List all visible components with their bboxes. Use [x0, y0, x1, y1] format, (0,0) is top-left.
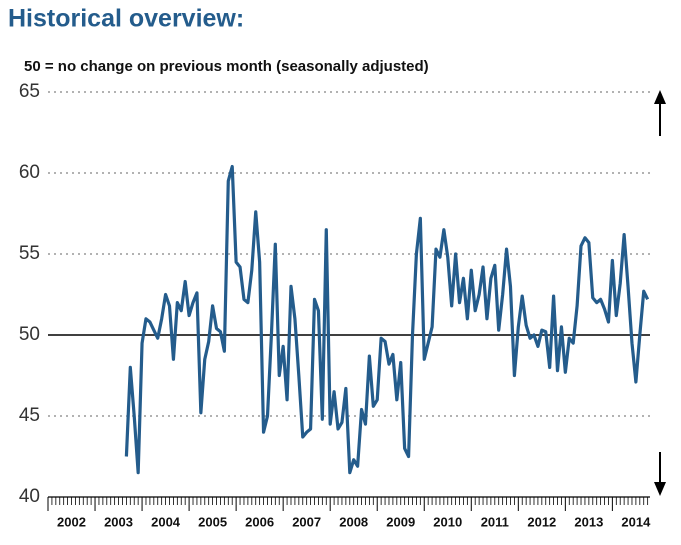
x-tick-label: 2005: [198, 514, 227, 529]
y-tick-label: 65: [19, 81, 40, 102]
data-line: [124, 164, 650, 475]
y-tick-label: 40: [19, 486, 40, 507]
x-tick-label: 2002: [57, 514, 86, 529]
y-tick-label: 50: [19, 324, 40, 345]
y-tick-label: 60: [19, 162, 40, 183]
x-tick-label: 2009: [386, 514, 415, 529]
down-arrow: [654, 452, 666, 496]
x-tick-label: 2010: [433, 514, 462, 529]
y-tick-label: 55: [19, 243, 40, 264]
x-tick-label: 2012: [527, 514, 556, 529]
x-tick-label: 2003: [104, 514, 133, 529]
x-tick-label: 2011: [481, 514, 509, 529]
x-tick-label: 2014: [621, 514, 651, 529]
y-tick-label: 45: [19, 405, 40, 426]
x-tick-label: 2013: [574, 514, 603, 529]
x-tick-label: 2007: [292, 514, 321, 529]
chart-subtitle: 50 = no change on previous month (season…: [24, 58, 429, 75]
up-arrow: [654, 90, 666, 136]
x-tick-label: 2008: [339, 514, 368, 529]
x-tick-label: 2004: [151, 514, 181, 529]
x-tick-label: 2006: [245, 514, 274, 529]
chart-title: Historical overview:: [8, 5, 244, 33]
